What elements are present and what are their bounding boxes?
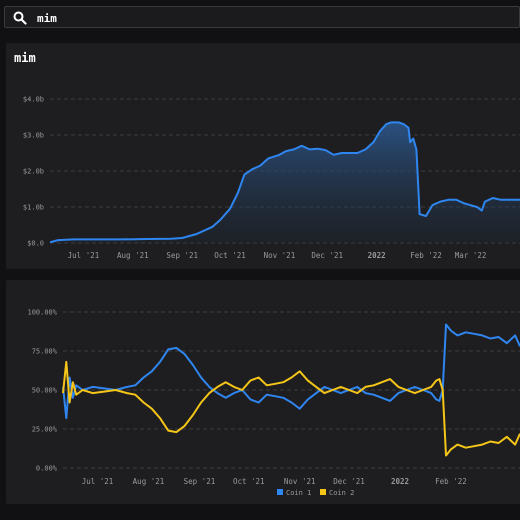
x-tick-label: Mar '22 bbox=[455, 251, 487, 260]
y-tick-label: $1.0b bbox=[23, 204, 44, 212]
tvl-area-chart: $0.0 $1.0b $2.0b $3.0b $4.0b Jul '21 Aug '21 Se… bbox=[23, 96, 520, 260]
x-tick-label: Jul '21 bbox=[68, 251, 100, 260]
chart-title: mim bbox=[14, 51, 36, 65]
y-tick-label: 75.00% bbox=[32, 348, 58, 356]
dominance-chart-panel: 0.00% 25.00% 50.00% 75.00% 100.00% Jul '21 Aug… bbox=[6, 280, 520, 504]
x-tick-label: Nov '21 bbox=[264, 251, 296, 260]
x-tick-label: Aug '21 bbox=[117, 251, 149, 260]
x-tick-label: Feb '22 bbox=[410, 251, 442, 260]
x-tick-label: Sep '21 bbox=[184, 477, 216, 486]
y-tick-label: 50.00% bbox=[32, 387, 58, 395]
dominance-line-chart: 0.00% 25.00% 50.00% 75.00% 100.00% Jul '21 Aug… bbox=[27, 309, 520, 497]
search-input[interactable] bbox=[35, 9, 509, 27]
series-area bbox=[50, 122, 520, 243]
series-line-coin-2 bbox=[62, 360, 520, 457]
y-tick-label: 0.00% bbox=[36, 465, 58, 473]
legend-label: Coin 2 bbox=[329, 489, 354, 497]
series-line-tvl bbox=[49, 121, 520, 244]
tvl-chart-panel: mim $0.0 $1.0b $2.0b $3.0b $4.0b Jul '21 Aug '… bbox=[6, 43, 520, 269]
legend-swatch bbox=[277, 489, 283, 495]
x-tick-label: Oct '21 bbox=[214, 251, 246, 260]
x-tick-label: Aug '21 bbox=[133, 477, 165, 486]
x-tick-label: Oct '21 bbox=[233, 477, 265, 486]
x-tick-label: 2022 bbox=[391, 477, 409, 486]
y-tick-label: 100.00% bbox=[27, 309, 57, 317]
x-tick-label: Jul '21 bbox=[82, 477, 114, 486]
search-icon bbox=[13, 11, 27, 25]
x-tick-label: 2022 bbox=[368, 251, 386, 260]
series-line-coin-1 bbox=[62, 323, 520, 420]
legend-label: Coin 1 bbox=[286, 489, 311, 497]
x-tick-label: Nov '21 bbox=[284, 477, 316, 486]
x-tick-label: Feb '22 bbox=[435, 477, 467, 486]
y-tick-label: $4.0b bbox=[23, 96, 44, 104]
x-tick-label: Dec '21 bbox=[333, 477, 365, 486]
legend-swatch bbox=[320, 489, 326, 495]
y-tick-label: 25.00% bbox=[32, 426, 58, 434]
y-tick-label: $3.0b bbox=[23, 132, 44, 140]
search-bar[interactable] bbox=[4, 6, 520, 28]
y-tick-label: $0.0 bbox=[27, 240, 44, 248]
x-tick-label: Sep '21 bbox=[166, 251, 198, 260]
x-tick-label: Dec '21 bbox=[311, 251, 343, 260]
y-tick-label: $2.0b bbox=[23, 168, 44, 176]
